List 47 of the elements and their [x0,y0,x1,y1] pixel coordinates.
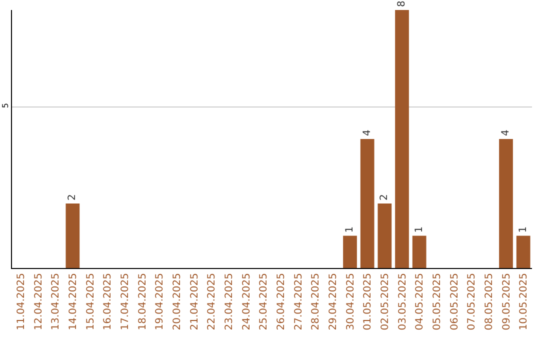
x-tick-label: 18.04.2025 [137,273,148,330]
bar [66,204,80,268]
x-tick-label: 15.04.2025 [85,273,96,330]
x-tick-label: 17.04.2025 [120,273,131,330]
x-tick-label: 03.05.2025 [397,273,408,330]
x-tick-label: 08.05.2025 [484,273,495,330]
data-label: 2 [379,194,390,200]
x-tick-label: 16.04.2025 [102,273,114,330]
data-label: 4 [362,130,373,136]
bar [360,139,374,268]
x-tick-label: 25.04.2025 [258,273,270,330]
data-label: 1 [518,226,529,233]
y-tick-label: 5 [0,103,10,108]
x-tick-label: 04.05.2025 [414,273,426,330]
bar [499,139,513,268]
bar [378,204,392,268]
x-tick-label: 02.05.2025 [380,273,391,330]
x-tick-label: 07.05.2025 [466,273,478,330]
x-tick-label: 30.04.2025 [345,273,356,330]
x-tick-label: 23.04.2025 [224,273,235,330]
x-tick-label: 01.05.2025 [362,273,374,330]
x-tick-label: 20.04.2025 [172,273,183,330]
bar [412,236,426,268]
data-label: 1 [344,226,356,233]
data-label: 4 [500,130,512,136]
x-tick-label: 24.04.2025 [241,273,252,330]
x-tick-label: 10.05.2025 [518,273,530,330]
x-tick-label: 22.04.2025 [206,273,218,330]
x-tick-label: 09.05.2025 [501,273,512,330]
data-label: 2 [67,194,78,200]
x-tick-label: 19.04.2025 [154,273,166,330]
data-label: 1 [414,226,425,233]
x-tick-label: 28.04.2025 [310,273,322,330]
x-tick-label: 29.04.2025 [328,273,339,330]
x-tick-label: 14.04.2025 [68,273,79,330]
x-tick-label: 27.04.2025 [293,273,304,330]
x-tick-label: 12.04.2025 [33,273,44,330]
x-tick-label: 06.05.2025 [449,273,460,330]
x-tick-label: 26.04.2025 [276,273,287,330]
x-tick-label: 13.04.2025 [50,273,62,330]
x-tick-label: 11.04.2025 [16,273,27,330]
data-label: 8 [396,0,408,7]
x-tick-label: 05.05.2025 [432,273,443,330]
x-tick-label: 21.04.2025 [189,273,200,330]
bar [395,10,409,268]
bar [516,236,530,268]
bar [343,236,357,268]
